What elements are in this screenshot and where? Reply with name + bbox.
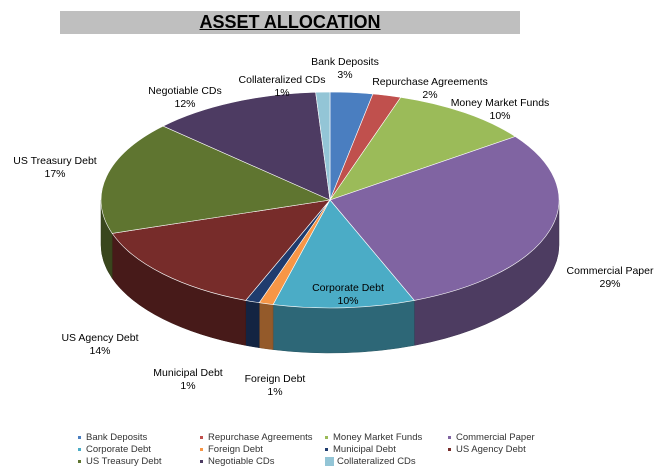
- legend-label: Municipal Debt: [333, 444, 396, 455]
- data-label-name: Negotiable CDs: [148, 85, 222, 97]
- legend-swatch: [325, 447, 328, 451]
- legend-item: Money Market Funds: [325, 432, 422, 443]
- pie-slice-10: [315, 91, 331, 201]
- legend-swatch: [78, 435, 81, 439]
- legend-item: US Treasury Debt: [78, 456, 162, 467]
- data-label-name: Corporate Debt: [312, 282, 384, 294]
- data-label-value: 2%: [422, 89, 438, 101]
- data-label: Municipal Debt 1%: [153, 367, 222, 393]
- legend-item: Repurchase Agreements: [200, 432, 313, 443]
- data-label: Repurchase Agreements 2%: [372, 76, 488, 102]
- data-label-name: US Treasury Debt: [13, 155, 97, 167]
- data-label: Money Market Funds 10%: [451, 97, 550, 123]
- pie-slice-9: [162, 91, 331, 201]
- data-label-name: Collateralized CDs: [238, 74, 326, 86]
- title-bar: ASSET ALLOCATION: [60, 11, 520, 34]
- data-label-value: 1%: [274, 87, 290, 99]
- legend-label: Money Market Funds: [333, 432, 423, 443]
- legend-label: Corporate Debt: [86, 444, 151, 455]
- data-label-value: 1%: [180, 380, 196, 392]
- legend-item: US Agency Debt: [448, 444, 526, 455]
- data-label: Collateralized CDs 1%: [239, 74, 326, 100]
- legend-swatch: [325, 456, 334, 466]
- data-label-value: 29%: [599, 278, 621, 290]
- legend-label: Foreign Debt: [208, 444, 263, 455]
- legend-swatch: [200, 447, 203, 451]
- data-label: Bank Deposits 3%: [311, 56, 379, 82]
- legend-label: US Agency Debt: [456, 444, 526, 455]
- pie-slice-8: [100, 125, 332, 234]
- data-label: US Treasury Debt 17%: [13, 155, 96, 181]
- data-label-value: 17%: [44, 168, 66, 180]
- legend-swatch: [78, 459, 81, 463]
- legend-swatch: [448, 447, 451, 451]
- pie-side-5: [258, 302, 274, 350]
- legend-label: Collateralized CDs: [337, 456, 416, 467]
- data-label: Negotiable CDs 12%: [148, 85, 222, 111]
- legend-swatch: [200, 459, 203, 463]
- chart-title: ASSET ALLOCATION: [199, 12, 381, 32]
- pie-side-4: [272, 300, 415, 354]
- data-label-value: 1%: [267, 386, 283, 398]
- data-label-value: 10%: [337, 295, 359, 307]
- legend-swatch: [200, 435, 203, 439]
- data-label-name: US Agency Debt: [61, 332, 139, 344]
- legend-item: Negotiable CDs: [200, 456, 275, 467]
- legend-swatch: [325, 435, 328, 439]
- legend-label: US Treasury Debt: [86, 456, 162, 467]
- pie-slice-4: [272, 199, 415, 309]
- legend-swatch: [78, 447, 81, 451]
- pie-side-6: [245, 300, 260, 349]
- pie-slice-3: [329, 136, 560, 301]
- data-label: Commercial Paper 29%: [567, 265, 654, 291]
- data-label-name: Money Market Funds: [450, 97, 550, 109]
- legend-item: Municipal Debt: [325, 444, 396, 455]
- legend-label: Repurchase Agreements: [208, 432, 313, 443]
- legend-label: Bank Deposits: [86, 432, 148, 443]
- legend-swatch: [448, 435, 451, 439]
- legend-item: Foreign Debt: [200, 444, 263, 455]
- legend-item: Corporate Debt: [78, 444, 151, 455]
- data-label-name: Commercial Paper: [566, 265, 654, 277]
- data-label-value: 3%: [337, 69, 353, 81]
- data-label: Foreign Debt 1%: [245, 373, 306, 399]
- legend-item: Commercial Paper: [448, 432, 535, 443]
- data-label-name: Bank Deposits: [311, 56, 379, 68]
- data-label-value: 14%: [89, 345, 111, 357]
- legend-item: Bank Deposits: [78, 432, 147, 443]
- pie-slice-2: [329, 96, 516, 201]
- legend-label: Negotiable CDs: [208, 456, 275, 467]
- data-label-value: 12%: [174, 98, 196, 110]
- data-label: Corporate Debt 10%: [312, 282, 384, 308]
- data-label-name: Municipal Debt: [153, 367, 223, 379]
- data-label-value: 10%: [489, 110, 511, 122]
- legend-item: Collateralized CDs: [325, 456, 416, 467]
- data-label-name: Foreign Debt: [244, 373, 306, 385]
- legend-label: Commercial Paper: [456, 432, 535, 443]
- data-label: US Agency Debt 14%: [61, 332, 138, 358]
- data-label-name: Repurchase Agreements: [372, 76, 488, 88]
